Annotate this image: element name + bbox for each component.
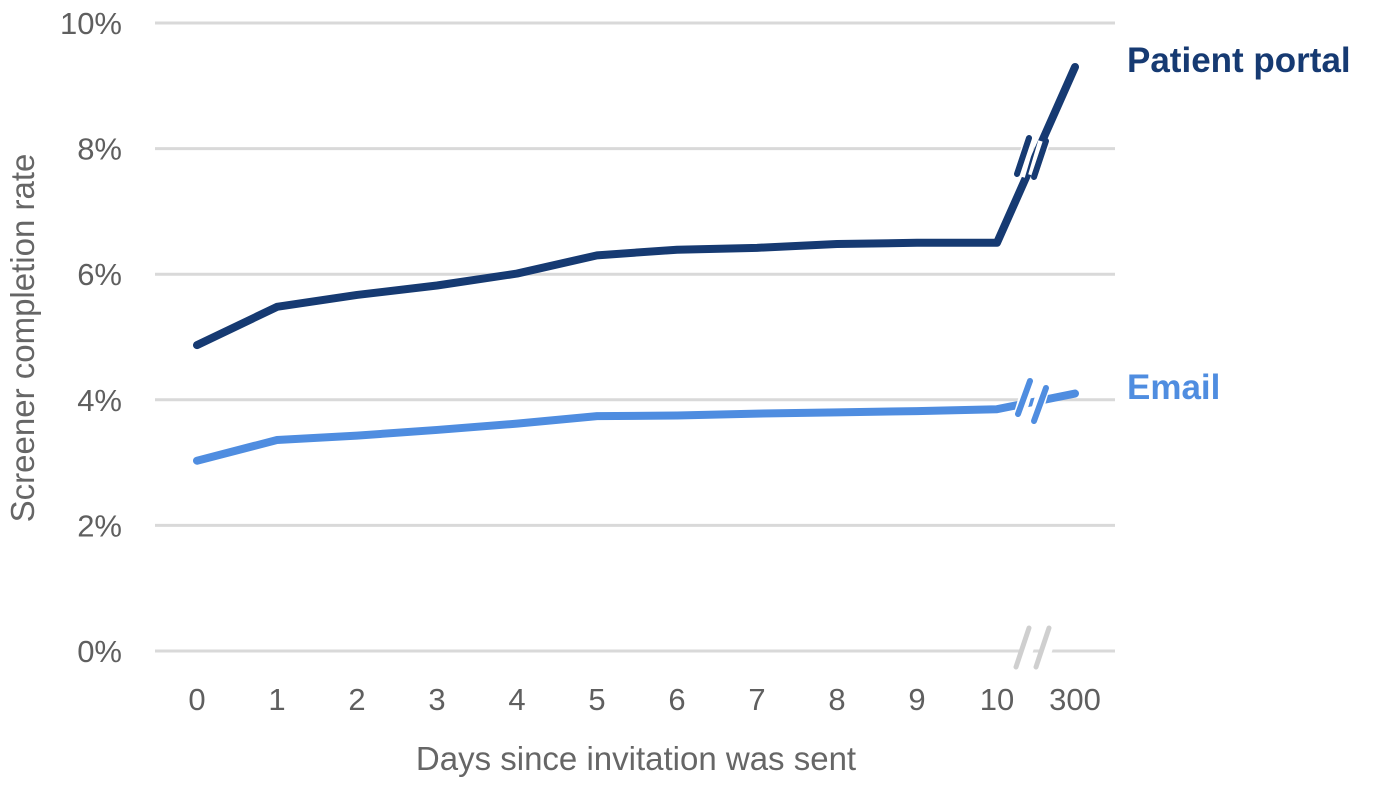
x-tick-label: 2	[348, 682, 365, 717]
x-axis-title: Days since invitation was sent	[416, 740, 856, 777]
axis-break-layer	[1013, 135, 1058, 672]
email-series-label: Email	[1127, 368, 1220, 407]
x-axis-break-gap-1	[1015, 629, 1039, 672]
y-tick-label: 6%	[77, 257, 122, 292]
y-tick-label: 8%	[77, 132, 122, 167]
email-break-mark-1	[1015, 378, 1033, 417]
x-tick-label: 4	[508, 682, 525, 717]
y-axis-title: Screener completion rate	[4, 154, 41, 523]
y-tick-label: 10%	[60, 6, 122, 41]
x-axis-break-mark-1	[1013, 625, 1032, 670]
y-tick-label: 4%	[77, 383, 122, 418]
x-tick-label: 3	[428, 682, 445, 717]
email-series-line	[193, 389, 1079, 465]
patient-portal-series-label: Patient portal	[1127, 41, 1351, 80]
grid-layer	[155, 21, 1115, 653]
x-tick-label: 0	[188, 682, 205, 717]
x-tick-label: 7	[748, 682, 765, 717]
x-tick-labels: 0 1 2 3 4 5 6 7 8 9 10 300	[188, 682, 1100, 717]
series-layer	[193, 62, 1079, 465]
y-tick-label: 2%	[77, 508, 122, 543]
email-break-mark-2	[1031, 385, 1049, 424]
patient-portal-break-mark-1	[1014, 135, 1032, 177]
x-tick-label: 6	[668, 682, 685, 717]
x-tick-label: 300	[1049, 682, 1101, 717]
x-tick-label: 5	[588, 682, 605, 717]
x-tick-label: 9	[908, 682, 925, 717]
x-axis-break-mark-2	[1033, 625, 1052, 670]
y-tick-labels: 0% 2% 4% 6% 8% 10%	[60, 6, 122, 669]
x-tick-label: 10	[980, 682, 1014, 717]
series-label-layer: Patient portal Email	[1127, 41, 1351, 407]
patient-portal-series-line	[193, 62, 1079, 350]
x-tick-label: 8	[828, 682, 845, 717]
y-tick-label: 0%	[77, 634, 122, 669]
x-tick-label: 1	[268, 682, 285, 717]
x-axis-break-gap-2	[1034, 629, 1058, 672]
patient-portal-break-mark-2	[1031, 138, 1049, 180]
